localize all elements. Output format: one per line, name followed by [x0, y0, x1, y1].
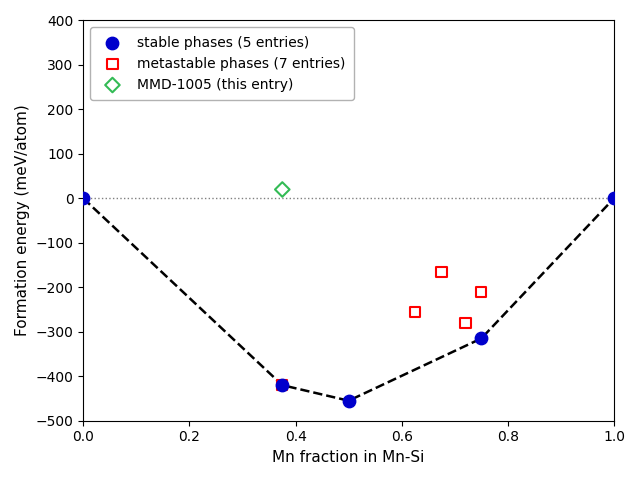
stable phases (5 entries): [609, 194, 619, 202]
metastable phases (7 entries): [410, 308, 420, 316]
stable phases (5 entries): [277, 381, 287, 389]
metastable phases (7 entries): [436, 268, 447, 276]
metastable phases (7 entries): [277, 381, 287, 389]
stable phases (5 entries): [344, 397, 354, 405]
Y-axis label: Formation energy (meV/atom): Formation energy (meV/atom): [15, 105, 30, 336]
metastable phases (7 entries): [460, 319, 470, 327]
X-axis label: Mn fraction in Mn-Si: Mn fraction in Mn-Si: [273, 450, 425, 465]
MMD-1005 (this entry): [277, 186, 287, 193]
Legend: stable phases (5 entries), metastable phases (7 entries), MMD-1005 (this entry): stable phases (5 entries), metastable ph…: [90, 27, 354, 100]
stable phases (5 entries): [476, 335, 486, 342]
metastable phases (7 entries): [476, 288, 486, 296]
stable phases (5 entries): [78, 194, 88, 202]
